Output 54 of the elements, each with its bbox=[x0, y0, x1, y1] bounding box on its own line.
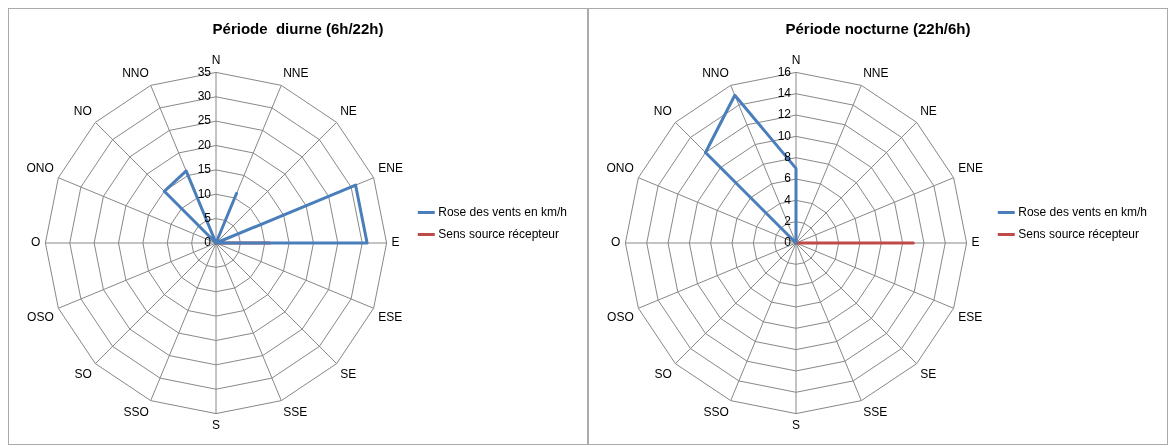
y-tick-label: 0 bbox=[204, 235, 212, 250]
y-tick-label: 2 bbox=[784, 213, 792, 228]
spoke-label: NE bbox=[920, 103, 937, 118]
spoke-label: NNE bbox=[863, 65, 889, 80]
y-tick-label: 16 bbox=[777, 64, 792, 79]
spoke-label: NO bbox=[653, 103, 672, 118]
spoke-label: ENE bbox=[378, 160, 403, 175]
y-tick-label: 10 bbox=[777, 128, 792, 143]
y-tick-label: 8 bbox=[784, 150, 792, 165]
spoke-label: SSE bbox=[283, 404, 308, 419]
spoke-label: NNO bbox=[702, 65, 729, 80]
spoke-label: E bbox=[391, 235, 400, 250]
chart-title: Période nocturne (22h/6h) bbox=[785, 20, 971, 38]
chart-title: Période diurne (6h/22h) bbox=[212, 20, 384, 38]
y-tick-label: 14 bbox=[777, 86, 792, 101]
spoke-label: N bbox=[211, 52, 221, 67]
spoke-label: SE bbox=[920, 366, 937, 381]
spoke-label: SO bbox=[74, 366, 92, 381]
legend-label: Sens source récepteur bbox=[438, 226, 560, 241]
y-tick-label: 4 bbox=[784, 192, 792, 207]
y-tick-label: 20 bbox=[197, 137, 212, 152]
y-tick-label: 6 bbox=[784, 171, 792, 186]
y-tick-label: 35 bbox=[197, 64, 212, 79]
legend-label: Rose des vents en km/h bbox=[438, 204, 567, 219]
spoke-label: SO bbox=[654, 366, 672, 381]
y-tick-label: 10 bbox=[197, 186, 212, 201]
spoke-label: ENE bbox=[958, 160, 983, 175]
spoke-label: ONO bbox=[606, 160, 634, 175]
y-tick-label: 30 bbox=[197, 89, 212, 104]
spoke-label: NE bbox=[340, 103, 357, 118]
spoke-label: ESE bbox=[378, 309, 403, 324]
y-tick-label: 15 bbox=[197, 162, 212, 177]
spoke-label: OSO bbox=[607, 309, 634, 324]
spoke-label: SE bbox=[340, 366, 357, 381]
y-tick-label: 25 bbox=[197, 113, 212, 128]
spoke-label: N bbox=[791, 52, 801, 67]
spoke-label: NNE bbox=[283, 65, 309, 80]
spoke-label: S bbox=[791, 418, 801, 433]
spoke-label: O bbox=[31, 235, 41, 250]
y-tick-label: 0 bbox=[784, 235, 792, 250]
spoke-label: SSO bbox=[703, 404, 729, 419]
spoke-label: ONO bbox=[26, 160, 54, 175]
spoke-label: NO bbox=[73, 103, 92, 118]
spoke-label: OSO bbox=[27, 309, 54, 324]
y-tick-label: 12 bbox=[777, 107, 792, 122]
spoke-label: SSO bbox=[123, 404, 149, 419]
spoke-label: NNO bbox=[122, 65, 149, 80]
spoke-label: S bbox=[211, 418, 221, 433]
legend-label: Rose des vents en km/h bbox=[1018, 204, 1147, 219]
spoke-label: ESE bbox=[958, 309, 983, 324]
legend-label: Sens source récepteur bbox=[1018, 226, 1140, 241]
spoke-label: E bbox=[971, 235, 980, 250]
spoke-label: SSE bbox=[863, 404, 888, 419]
spoke-label: O bbox=[611, 235, 621, 250]
